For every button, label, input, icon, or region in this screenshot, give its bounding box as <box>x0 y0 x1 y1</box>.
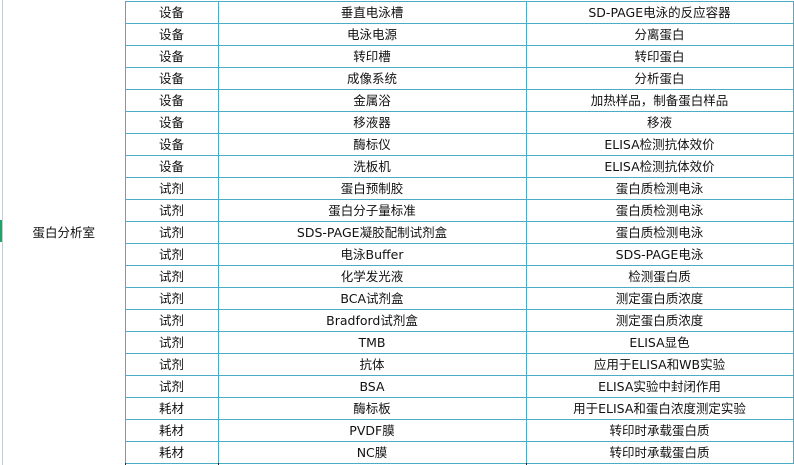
purpose-cell[interactable]: 蛋白质检测电泳 <box>525 177 794 200</box>
purpose-cell[interactable]: 蛋白质检测电泳 <box>525 199 794 222</box>
type-cell[interactable]: 设备 <box>124 67 219 90</box>
purpose-cell[interactable]: ELISA检测抗体效价 <box>525 155 794 178</box>
name-cell[interactable]: 电泳Buffer <box>217 243 527 266</box>
name-cell[interactable]: 电泳电源 <box>217 23 527 46</box>
purpose-cell[interactable]: 测定蛋白质浓度 <box>525 287 794 310</box>
grid-line <box>526 463 527 465</box>
purpose-cell[interactable]: 分析蛋白 <box>525 67 794 90</box>
table-row: 试剂 BCA试剂盒 测定蛋白质浓度 <box>3 287 794 310</box>
purpose-cell[interactable]: 蛋白质检测电泳 <box>525 221 794 244</box>
name-cell[interactable]: BSA <box>217 375 527 398</box>
type-cell[interactable]: 试剂 <box>124 309 219 332</box>
type-cell[interactable]: 设备 <box>124 111 219 134</box>
type-cell[interactable]: 试剂 <box>124 177 219 200</box>
type-cell[interactable]: 试剂 <box>124 287 219 310</box>
name-cell[interactable]: SDS-PAGE凝胶配制试剂盒 <box>217 221 527 244</box>
type-cell[interactable]: 设备 <box>124 133 219 156</box>
room-cell[interactable]: 蛋白分析室 <box>3 1 126 464</box>
table-row: 设备 洗板机 ELISA检测抗体效价 <box>3 155 794 178</box>
table-row: 设备 电泳电源 分离蛋白 <box>3 23 794 46</box>
purpose-cell[interactable]: 分离蛋白 <box>525 23 794 46</box>
table-row: 蛋白分析室 设备 垂直电泳槽 SD-PAGE电泳的反应容器 <box>3 1 794 464</box>
purpose-cell[interactable]: 应用于ELISA和WB实验 <box>525 353 794 376</box>
table-row: 试剂 SDS-PAGE凝胶配制试剂盒 蛋白质检测电泳 <box>3 221 794 244</box>
name-cell[interactable]: PVDF膜 <box>217 419 527 442</box>
type-cell[interactable]: 试剂 <box>124 375 219 398</box>
selected-row-marker <box>0 220 2 242</box>
name-cell[interactable]: 蛋白预制胶 <box>217 177 527 200</box>
type-cell[interactable]: 设备 <box>124 45 219 68</box>
name-cell[interactable]: 移液器 <box>217 111 527 134</box>
table-row: 耗材 酶标板 用于ELISA和蛋白浓度测定实验 <box>3 397 794 420</box>
table-row: 设备 酶标仪 ELISA检测抗体效价 <box>3 133 794 156</box>
purpose-cell[interactable]: SD-PAGE电泳的反应容器 <box>525 1 794 24</box>
name-cell[interactable]: 垂直电泳槽 <box>217 1 527 24</box>
type-cell[interactable]: 试剂 <box>124 199 219 222</box>
name-cell[interactable]: 酶标仪 <box>217 133 527 156</box>
type-cell[interactable]: 试剂 <box>124 265 219 288</box>
purpose-cell[interactable]: ELISA检测抗体效价 <box>525 133 794 156</box>
spreadsheet-table: 蛋白分析室 设备 垂直电泳槽 SD-PAGE电泳的反应容器 设备 电泳电源 分离蛋白 设备 转印… <box>3 1 794 464</box>
table-row: 试剂 TMB ELISA显色 <box>3 331 794 354</box>
table-row: 耗材 NC膜 转印时承载蛋白质 <box>3 441 794 464</box>
purpose-cell[interactable]: 移液 <box>525 111 794 134</box>
name-cell[interactable]: 酶标板 <box>217 397 527 420</box>
type-cell[interactable]: 试剂 <box>124 353 219 376</box>
purpose-cell[interactable]: 用于ELISA和蛋白浓度测定实验 <box>525 397 794 420</box>
purpose-cell[interactable]: 加热样品，制备蛋白样品 <box>525 89 794 112</box>
type-cell[interactable]: 设备 <box>124 23 219 46</box>
type-cell[interactable]: 试剂 <box>124 221 219 244</box>
type-cell[interactable]: 设备 <box>124 89 219 112</box>
type-cell[interactable]: 试剂 <box>124 331 219 354</box>
name-cell[interactable]: 金属浴 <box>217 89 527 112</box>
purpose-cell[interactable]: 转印蛋白 <box>525 45 794 68</box>
name-cell[interactable]: 蛋白分子量标准 <box>217 199 527 222</box>
purpose-cell[interactable]: 转印时承载蛋白质 <box>525 419 794 442</box>
table-row: 试剂 BSA ELISA实验中封闭作用 <box>3 375 794 398</box>
purpose-cell[interactable]: 检测蛋白质 <box>525 265 794 288</box>
purpose-cell[interactable]: 转印时承载蛋白质 <box>525 441 794 464</box>
table-row: 设备 成像系统 分析蛋白 <box>3 67 794 90</box>
name-cell[interactable]: 化学发光液 <box>217 265 527 288</box>
row-header-edge <box>2 0 3 465</box>
table-row: 设备 金属浴 加热样品，制备蛋白样品 <box>3 89 794 112</box>
type-cell[interactable]: 设备 <box>124 155 219 178</box>
type-cell[interactable]: 耗材 <box>124 441 219 464</box>
name-cell[interactable]: NC膜 <box>217 441 527 464</box>
purpose-cell[interactable]: 测定蛋白质浓度 <box>525 309 794 332</box>
type-cell[interactable]: 设备 <box>124 1 219 24</box>
table-row: 设备 移液器 移液 <box>3 111 794 134</box>
type-cell[interactable]: 耗材 <box>124 397 219 420</box>
name-cell[interactable]: Bradford试剂盒 <box>217 309 527 332</box>
name-cell[interactable]: 洗板机 <box>217 155 527 178</box>
purpose-cell[interactable]: ELISA显色 <box>525 331 794 354</box>
purpose-cell[interactable]: SDS-PAGE电泳 <box>525 243 794 266</box>
name-cell[interactable]: BCA试剂盒 <box>217 287 527 310</box>
name-cell[interactable]: 成像系统 <box>217 67 527 90</box>
name-cell[interactable]: 抗体 <box>217 353 527 376</box>
name-cell[interactable]: 转印槽 <box>217 45 527 68</box>
table-row: 试剂 Bradford试剂盒 测定蛋白质浓度 <box>3 309 794 332</box>
type-cell[interactable]: 试剂 <box>124 243 219 266</box>
table-row: 试剂 电泳Buffer SDS-PAGE电泳 <box>3 243 794 266</box>
grid-line <box>125 463 126 465</box>
purpose-cell[interactable]: ELISA实验中封闭作用 <box>525 375 794 398</box>
grid-line <box>218 463 219 465</box>
type-cell[interactable]: 耗材 <box>124 419 219 442</box>
name-cell[interactable]: TMB <box>217 331 527 354</box>
